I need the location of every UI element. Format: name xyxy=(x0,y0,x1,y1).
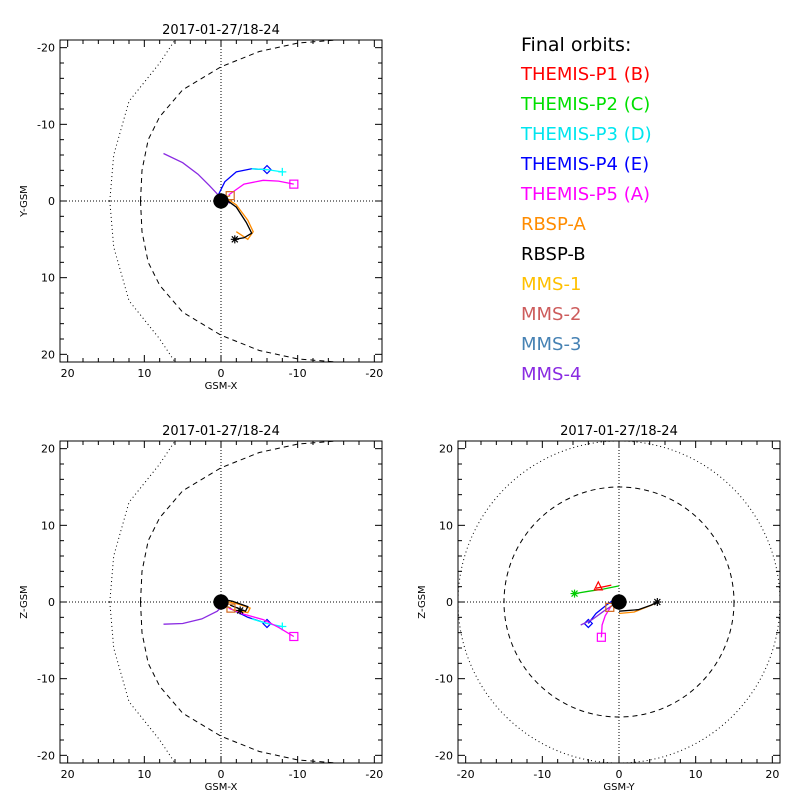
asterisk-marker xyxy=(230,235,239,244)
orbit-themis-p3-d- xyxy=(251,168,283,173)
legend-item: MMS-1 xyxy=(521,274,582,295)
magnetopause-circle xyxy=(503,486,735,718)
chart-title: 2017-01-27/18-24 xyxy=(560,424,678,439)
square-marker xyxy=(289,179,299,189)
y-tick-label: 0 xyxy=(48,195,55,208)
chart-title: 2017-01-27/18-24 xyxy=(162,424,280,439)
legend-item: MMS-2 xyxy=(521,304,582,325)
x-tick-label: 10 xyxy=(137,768,151,781)
magnetopause-curve xyxy=(140,200,337,362)
orbit-mms-4 xyxy=(580,602,616,626)
magnetopause-curve xyxy=(140,601,337,763)
legend-item: THEMIS-P1 (B) xyxy=(521,64,651,85)
y-tick-label: 0 xyxy=(48,596,55,609)
orbit-themis-p4-e- xyxy=(216,168,268,198)
legend-item: MMS-4 xyxy=(521,364,582,385)
x-tick-label: 0 xyxy=(616,768,623,781)
y-tick-label: -10 xyxy=(37,118,55,131)
bow-shock-curve xyxy=(109,200,176,362)
legend-items: THEMIS-P1 (B) THEMIS-P2 (C) THEMIS-P3 (D) T… xyxy=(521,60,791,390)
y-tick-label: -10 xyxy=(37,673,55,686)
orbit-themis-p5-a- xyxy=(228,179,294,196)
y-tick-label: 10 xyxy=(439,519,453,532)
plot-area xyxy=(60,40,382,362)
bow-shock-curve xyxy=(109,601,176,763)
y-axis-label: Z-GSM xyxy=(417,585,428,618)
y-tick-label: 20 xyxy=(41,348,55,361)
x-tick-label: -20 xyxy=(365,367,383,380)
legend-item: RBSP-A xyxy=(521,214,586,235)
x-tick-label: 0 xyxy=(218,768,225,781)
square-marker xyxy=(289,631,299,642)
x-tick-label: -10 xyxy=(533,768,551,781)
y-tick-label: 0 xyxy=(446,596,453,609)
x-axis-label: GSM-X xyxy=(205,381,238,392)
legend-item: THEMIS-P2 (C) xyxy=(521,94,651,115)
orbit-themis-p1-b- xyxy=(595,584,612,589)
earth-disk xyxy=(213,193,229,209)
y-tick-label: 10 xyxy=(41,272,55,285)
x-tick-label: -10 xyxy=(289,367,307,380)
orbit-rbsp-b xyxy=(224,198,253,240)
earth-disk xyxy=(611,594,627,610)
x-tick-label: 0 xyxy=(218,367,225,380)
square-marker xyxy=(226,603,236,613)
x-tick-label: 20 xyxy=(765,768,779,781)
asterisk-marker xyxy=(236,606,245,615)
x-tick-label: -20 xyxy=(457,768,475,781)
y-tick-label: -10 xyxy=(435,673,453,686)
legend-item: THEMIS-P5 (A) xyxy=(521,184,651,205)
y-tick-label: 10 xyxy=(41,519,55,532)
orbit-rbsp-a xyxy=(224,196,254,241)
x-tick-label: -10 xyxy=(289,768,307,781)
legend-item: MMS-3 xyxy=(521,334,582,355)
magnetopause-curve xyxy=(140,441,337,603)
legend: Final orbits: THEMIS-P1 (B) THEMIS-P2 (C)… xyxy=(521,30,791,390)
x-tick-label: 20 xyxy=(61,367,75,380)
chart-panel-xy: 20 10 0 -10 -20 -20 -10 0 10 20 2017-01-27/18-24 GS… xyxy=(19,23,383,392)
diamond-marker xyxy=(262,164,272,175)
y-axis-label: Z-GSM xyxy=(19,585,30,618)
legend-title: Final orbits: xyxy=(521,34,632,56)
chart-panel-yz: -20 -10 0 10 20 20 10 0 -10 -20 2017-01-27/18-24 GS… xyxy=(417,424,781,793)
x-tick-label: -20 xyxy=(365,768,383,781)
x-tick-label: 10 xyxy=(689,768,703,781)
y-axis-label: Y-GSM xyxy=(19,185,30,218)
legend-item: RBSP-B xyxy=(521,244,586,265)
triangle-marker xyxy=(593,580,604,591)
earth-disk xyxy=(213,594,229,610)
asterisk-marker xyxy=(570,589,579,598)
y-tick-label: 20 xyxy=(41,443,55,456)
chart-title: 2017-01-27/18-24 xyxy=(162,23,280,38)
legend-item: THEMIS-P4 (E) xyxy=(521,154,650,175)
x-tick-label: 20 xyxy=(61,768,75,781)
orbit-themis-p3-d- xyxy=(251,618,283,628)
chart-panel-xz: 20 10 0 -10 -20 20 10 0 -10 -20 2017-01-27/18-24 GS… xyxy=(19,424,383,793)
plot-area xyxy=(60,441,382,763)
y-tick-label: -20 xyxy=(37,42,55,55)
y-tick-label: -20 xyxy=(37,749,55,762)
square-marker xyxy=(596,632,606,642)
magnetopause-curve xyxy=(140,40,337,202)
bow-shock-curve xyxy=(109,40,176,202)
orbit-mms-2 xyxy=(226,605,232,609)
orbit-rbsp-b xyxy=(618,601,658,612)
x-axis-label: GSM-Y xyxy=(603,782,635,793)
bow-shock-curve xyxy=(109,441,176,603)
y-tick-label: -20 xyxy=(435,749,453,762)
plot-area xyxy=(458,441,780,763)
asterisk-marker xyxy=(653,598,662,606)
x-axis-label: GSM-X xyxy=(205,782,238,793)
legend-item: THEMIS-P3 (D) xyxy=(521,124,652,145)
orbit-rbsp-a xyxy=(217,599,252,614)
x-tick-label: 10 xyxy=(137,367,151,380)
y-tick-label: 20 xyxy=(439,443,453,456)
plus-marker xyxy=(278,167,287,176)
